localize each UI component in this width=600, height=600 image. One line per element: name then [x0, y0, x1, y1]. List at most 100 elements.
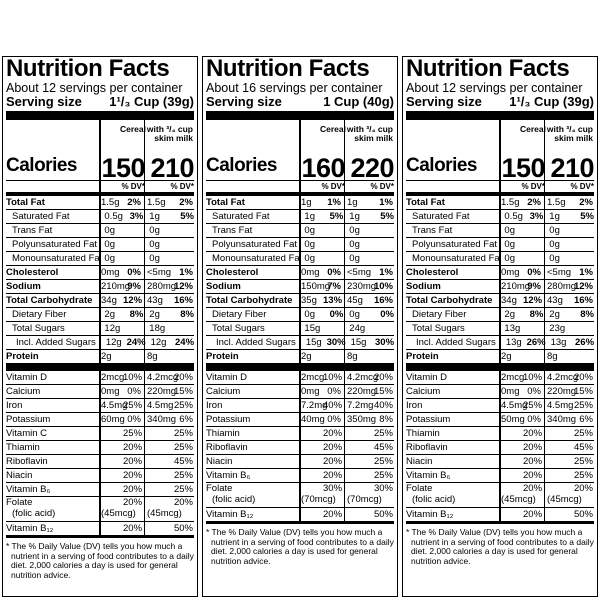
milk-percent: 0% [380, 309, 394, 320]
cereal-amount: 0mg [501, 386, 520, 397]
cereal-percent: 40% [323, 400, 343, 411]
milk-amount: 8g [347, 351, 358, 362]
folate-cereal-cell: (45mcg) [498, 483, 536, 505]
milk-amount: 1g [347, 197, 358, 208]
nutrient-name: Total Sugars [12, 323, 65, 334]
milk-column-header: with ³/₄ cup skim milk [546, 124, 593, 143]
cereal-amount: 40mg [301, 414, 325, 425]
nutrient-name: Protein [206, 351, 239, 362]
cereal-percent: 30% [326, 337, 346, 348]
vitamin-name: Vitamin B₆ [406, 470, 451, 481]
milk-percent: 1% [179, 267, 193, 278]
milk-amount: 23g [549, 323, 566, 334]
milk-percent: 6% [579, 414, 593, 425]
milk-percent: 25% [373, 428, 393, 439]
milk-percent: 26% [575, 337, 595, 348]
cereal-percent: 25% [123, 428, 143, 439]
cereal-amount: 150mg [301, 281, 331, 292]
vitamin-name: Calcium [6, 386, 41, 397]
cereal-percent: 8% [129, 309, 144, 320]
milk-amount: 43g [147, 295, 163, 306]
calories-label: Calories [206, 155, 277, 176]
dv-header-milk: % DV* [370, 182, 394, 191]
cereal-amount: 0g [304, 239, 315, 250]
vitamin-name: Vitamin D [206, 372, 248, 383]
calories-block: Cereal with ³/₄ cup skim milk Calories 150 2… [6, 120, 194, 183]
folate-milk-amount: (45mcg) [147, 508, 182, 519]
folate-name-cell: Folate (folic acid) [6, 497, 98, 519]
folate-name: Folate [6, 497, 33, 508]
milk-percent: 1% [379, 267, 393, 278]
cereal-percent: 20% [123, 470, 143, 481]
cereal-percent: 12% [123, 295, 143, 306]
cereal-percent: 9% [127, 281, 141, 292]
milk-amount: 45g [347, 295, 363, 306]
cereal-amount: 210mg [501, 281, 531, 292]
nutrient-name: Sodium [206, 281, 241, 292]
milk-amount: 0g [349, 225, 360, 236]
cereal-percent: 13% [323, 295, 343, 306]
milk-amount: 1g [349, 211, 360, 222]
nutrient-name: Total Fat [6, 197, 45, 208]
dv-header-milk: % DV* [170, 182, 194, 191]
vitamin-name: Niacin [406, 456, 433, 467]
nutrition-panel: Nutrition Facts About 12 servings per con… [402, 56, 598, 597]
milk-amount: 2g [149, 309, 160, 320]
milk-percent: 6% [179, 414, 193, 425]
cereal-column-header: Cereal [320, 124, 346, 134]
serving-size-value: 1 Cup (40g) [323, 94, 394, 109]
dv-header-cereal: % DV* [321, 182, 345, 191]
milk-percent: 45% [573, 442, 593, 453]
cereal-amount: 0g [304, 225, 315, 236]
vitamin-name: Calcium [206, 386, 241, 397]
cereal-percent: 2% [127, 197, 141, 208]
nutrition-panel: Nutrition Facts About 16 servings per con… [202, 56, 398, 597]
milk-percent: 15% [373, 386, 393, 397]
milk-amount: 15g [350, 337, 367, 348]
cereal-amount: 1.5g [501, 197, 520, 208]
nutrient-name: Monounsaturated Fat [212, 253, 302, 264]
cereal-percent: 20% [523, 509, 543, 520]
vitamin-name: Thiamin [6, 442, 40, 453]
milk-percent: 15% [173, 386, 193, 397]
folate-cereal-amount: (45mcg) [101, 508, 136, 519]
milk-amount: 0g [349, 309, 360, 320]
folate-name-cell: Folate (folic acid) [406, 483, 498, 505]
cereal-percent: 2% [527, 197, 541, 208]
nutrient-name: Total Carbohydrate [206, 295, 293, 306]
milk-percent: 50% [373, 509, 393, 520]
cereal-amount: 0mg [101, 267, 120, 278]
milk-amount: 4.2mcg [147, 372, 179, 383]
vitamin-name: Riboflavin [406, 442, 448, 453]
milk-amount: 4.2mcg [347, 372, 379, 383]
milk-percent: 50% [573, 509, 593, 520]
cereal-percent: 20% [523, 470, 543, 481]
nutrient-name: Incl. Added Sugars [216, 337, 296, 348]
column-divider [299, 120, 301, 524]
cereal-amount: 1.5g [101, 197, 120, 208]
folate-milk-percent: 30% [373, 483, 393, 494]
vitamin-name: Iron [206, 400, 223, 411]
vitamin-name: Thiamin [206, 428, 240, 439]
footnote: * The % Daily Value (DV) tells you how m… [406, 527, 594, 566]
vitamin-b12-name: Vitamin B₁₂ [406, 509, 454, 520]
nutrient-name: Protein [406, 351, 439, 362]
panel-title: Nutrition Facts [6, 55, 170, 82]
milk-amount: 280mg [147, 281, 177, 292]
serving-size-label: Serving size [406, 94, 482, 109]
vitamin-name: Vitamin B₆ [206, 470, 251, 481]
cereal-percent: 9% [527, 281, 541, 292]
nutrient-name: Sodium [6, 281, 41, 292]
folate-name: Folate [206, 483, 233, 494]
nutrient-name: Monounsaturated Fat [412, 253, 502, 264]
milk-percent: 25% [173, 470, 193, 481]
folate-milk-cell: (45mcg) [543, 483, 582, 505]
milk-amount: 350mg [347, 414, 377, 425]
nutrient-name: Trans Fat [212, 225, 253, 236]
vitamin-name: Vitamin C [6, 428, 48, 439]
milk-percent: 2% [179, 197, 193, 208]
milk-percent: 12% [573, 281, 593, 292]
milk-amount: 0g [549, 253, 560, 264]
cereal-percent: 0% [329, 309, 344, 320]
milk-percent: 8% [379, 414, 393, 425]
